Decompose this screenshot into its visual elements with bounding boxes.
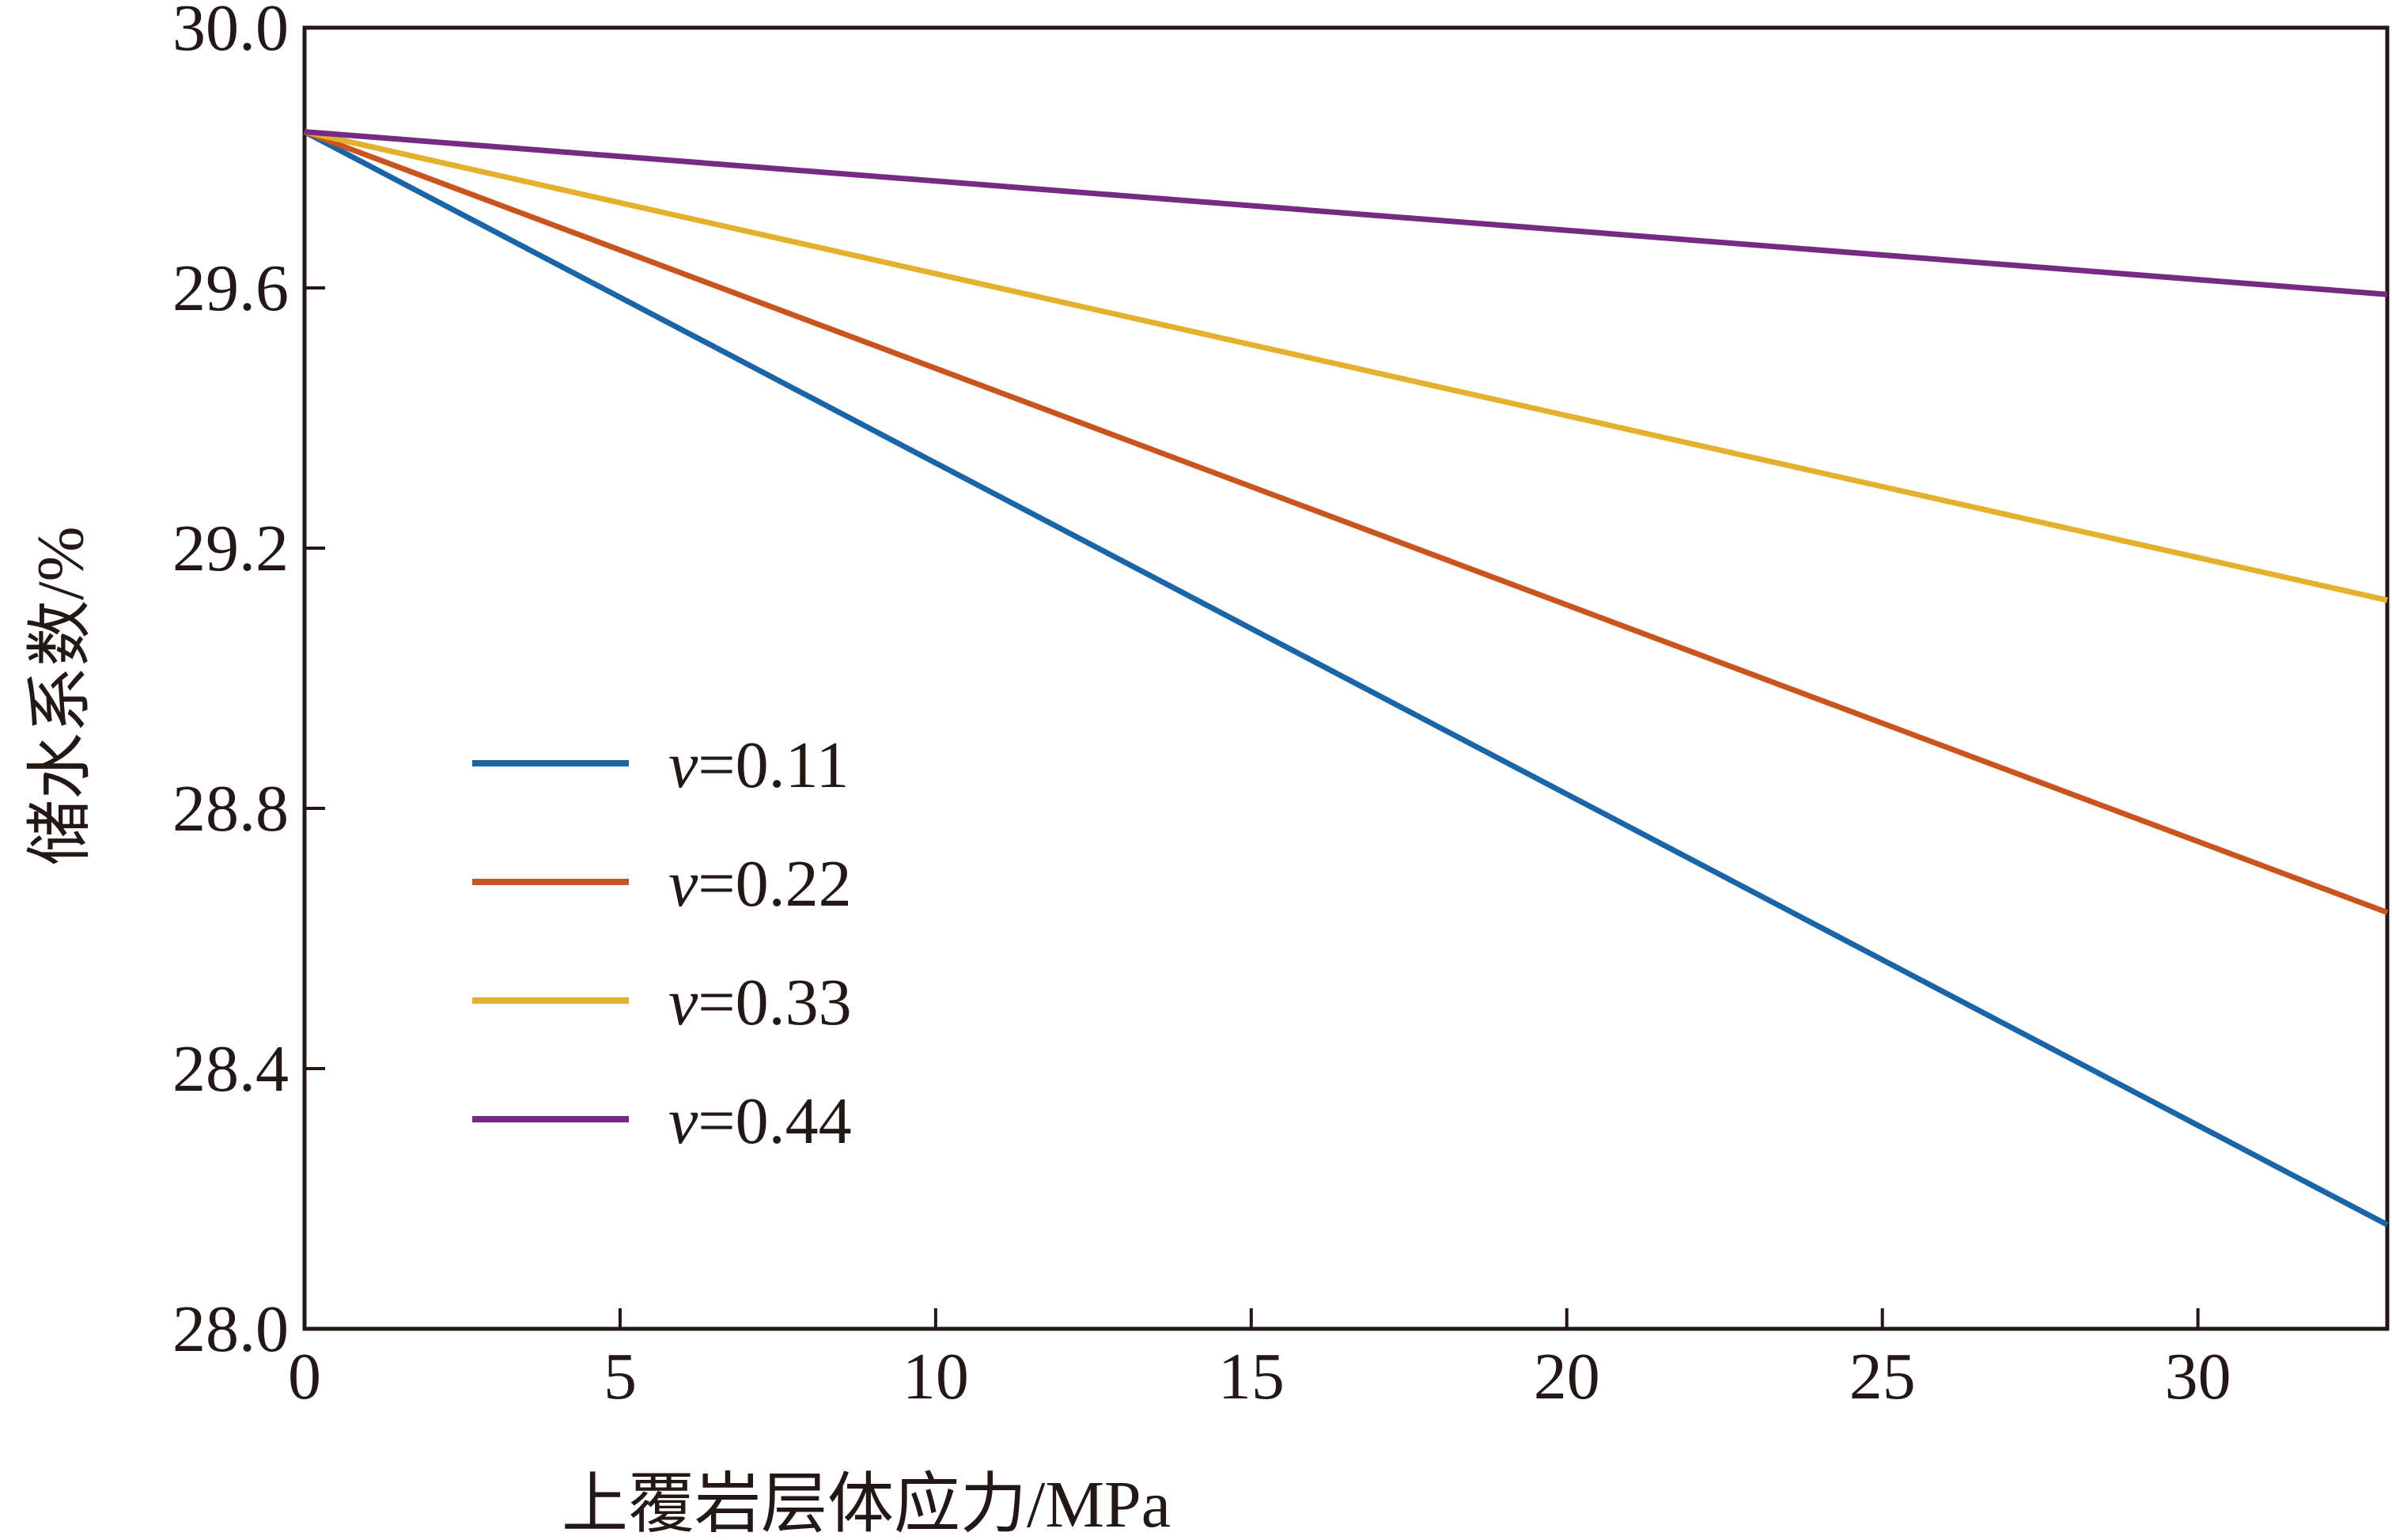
x-tick-label: 5 <box>604 1340 637 1413</box>
plot-frame <box>302 25 2390 1331</box>
y-tick-label: 28.8 <box>172 772 289 846</box>
x-tick-label: 10 <box>903 1340 969 1413</box>
series-line-0-11 <box>303 129 2389 1228</box>
y-tick-label: 28.0 <box>172 1292 289 1366</box>
x-tick-label: 20 <box>1534 1340 1600 1413</box>
axis-ticks: 0 5 10 15 20 25 30 28.0 28.4 28.8 29.2 29.6 30.0 <box>172 0 2231 1413</box>
y-axis-title: 储水系数/% <box>24 526 97 865</box>
x-axis-title: 上覆岩层体应力/MPa <box>562 1468 1171 1540</box>
legend-label: v=0.44 <box>668 1084 852 1158</box>
legend-label: v=0.22 <box>668 847 852 921</box>
series-line-0-44 <box>304 129 2388 297</box>
x-tick-label: 0 <box>288 1340 321 1413</box>
y-tick-label: 30.0 <box>172 0 289 65</box>
series-line-0-33 <box>304 129 2388 604</box>
y-tick-label: 29.6 <box>172 252 289 325</box>
y-tick-label: 28.4 <box>172 1032 289 1106</box>
legend-label: v=0.11 <box>668 728 850 802</box>
y-tick-label: 29.2 <box>172 512 289 585</box>
x-tick-label: 25 <box>1849 1340 1916 1413</box>
x-tick-label: 30 <box>2165 1340 2231 1413</box>
x-tick-label: 15 <box>1218 1340 1285 1413</box>
legend: v=0.11 v=0.22 v=0.33 v=0.44 <box>472 728 852 1158</box>
plot-area-border <box>302 25 2390 1331</box>
series-line-0-22 <box>303 129 2389 915</box>
legend-label: v=0.33 <box>668 966 852 1039</box>
series-lines <box>303 129 2389 1228</box>
